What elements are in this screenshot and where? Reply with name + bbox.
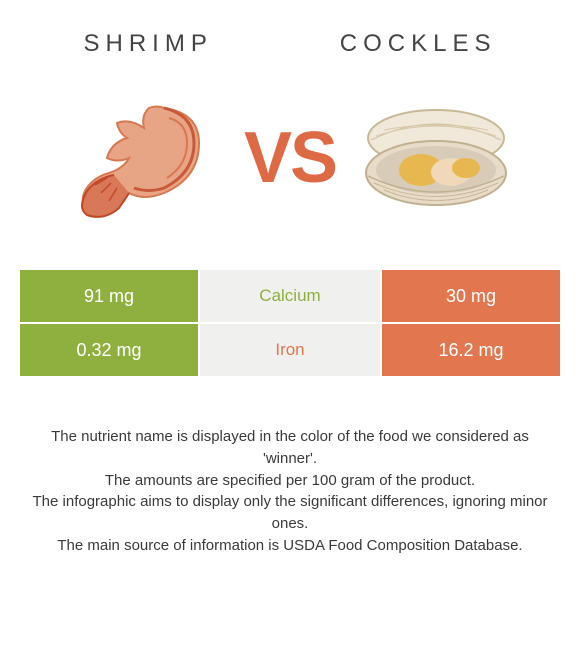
footer-line: The amounts are specified per 100 gram o…: [30, 470, 550, 492]
nutrient-table: 91 mg Calcium 30 mg 0.32 mg Iron 16.2 mg: [0, 268, 580, 376]
shrimp-image: [64, 88, 224, 228]
vs-label: VS: [244, 117, 336, 199]
nutrient-cell: Calcium: [200, 270, 380, 322]
table-row: 0.32 mg Iron 16.2 mg: [20, 322, 560, 376]
right-food-title: COCKLES: [340, 30, 497, 58]
cockles-image: [356, 88, 516, 228]
left-value-cell: 91 mg: [20, 270, 200, 322]
left-food-title: SHRIMP: [83, 30, 212, 58]
header: SHRIMP COCKLES: [0, 0, 580, 78]
footer-line: The nutrient name is displayed in the co…: [30, 426, 550, 470]
footer-line: The infographic aims to display only the…: [30, 491, 550, 535]
images-row: VS: [0, 78, 580, 268]
footer-line: The main source of information is USDA F…: [30, 535, 550, 557]
footer-notes: The nutrient name is displayed in the co…: [0, 376, 580, 577]
table-row: 91 mg Calcium 30 mg: [20, 268, 560, 322]
left-value-cell: 0.32 mg: [20, 324, 200, 376]
right-value-cell: 30 mg: [380, 270, 560, 322]
nutrient-cell: Iron: [200, 324, 380, 376]
right-value-cell: 16.2 mg: [380, 324, 560, 376]
